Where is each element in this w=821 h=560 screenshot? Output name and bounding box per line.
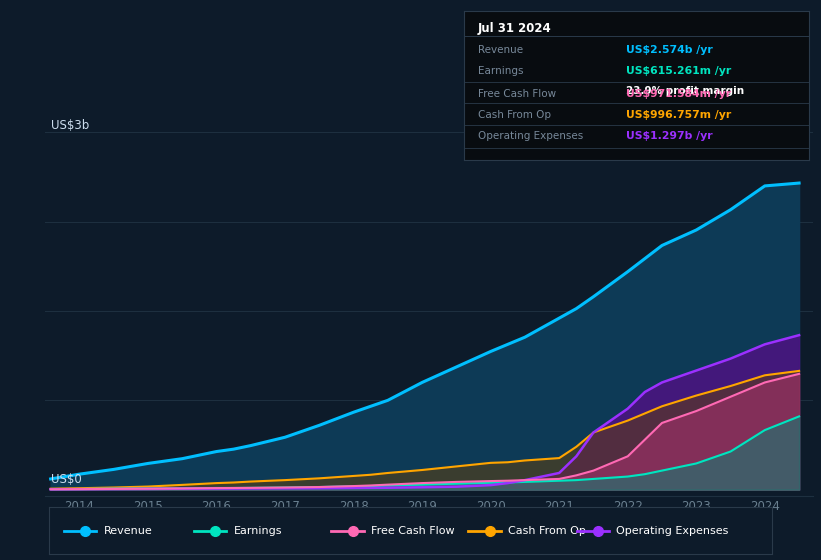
Text: Operating Expenses: Operating Expenses: [617, 526, 729, 535]
Text: US$971.584m /yr: US$971.584m /yr: [626, 89, 731, 99]
Text: Revenue: Revenue: [478, 45, 523, 55]
Text: US$3b: US$3b: [51, 119, 89, 132]
Text: US$615.261m /yr: US$615.261m /yr: [626, 66, 732, 76]
Text: US$996.757m /yr: US$996.757m /yr: [626, 110, 732, 120]
Text: 23.9% profit margin: 23.9% profit margin: [626, 86, 744, 96]
Text: Operating Expenses: Operating Expenses: [478, 131, 583, 141]
Text: US$1.297b /yr: US$1.297b /yr: [626, 131, 713, 141]
Text: Jul 31 2024: Jul 31 2024: [478, 22, 552, 35]
Text: Cash From Op: Cash From Op: [508, 526, 586, 535]
Text: US$2.574b /yr: US$2.574b /yr: [626, 45, 713, 55]
Text: Free Cash Flow: Free Cash Flow: [478, 89, 556, 99]
Text: Cash From Op: Cash From Op: [478, 110, 551, 120]
Text: Earnings: Earnings: [233, 526, 282, 535]
Text: Earnings: Earnings: [478, 66, 523, 76]
Text: Revenue: Revenue: [103, 526, 152, 535]
Text: US$0: US$0: [51, 473, 81, 486]
Text: Free Cash Flow: Free Cash Flow: [371, 526, 454, 535]
